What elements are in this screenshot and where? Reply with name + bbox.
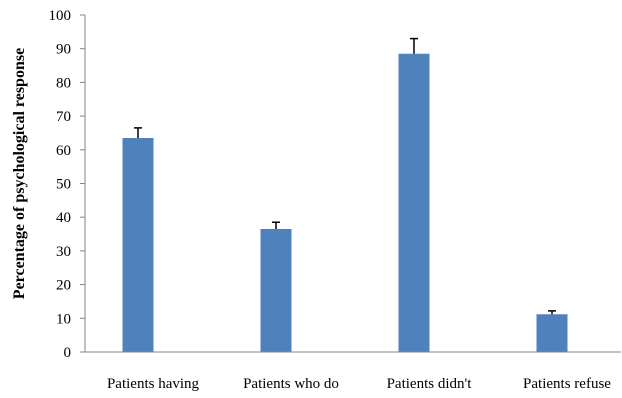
y-tick-label: 40 bbox=[56, 210, 71, 226]
y-tick-label: 50 bbox=[56, 177, 71, 193]
y-axis-title: Percentage of psychological response bbox=[11, 48, 28, 299]
x-tick-label: Patients having bbox=[107, 376, 200, 392]
y-tick-label: 10 bbox=[56, 311, 71, 327]
y-tick-label: 90 bbox=[56, 42, 71, 58]
x-tick-label: Patients who do bbox=[243, 376, 339, 392]
bars bbox=[122, 37, 568, 352]
y-axis-ticks: 0 10 20 30 40 50 60 70 80 90 100 bbox=[49, 8, 85, 361]
y-tick-label: 60 bbox=[56, 143, 71, 159]
y-tick-label: 100 bbox=[49, 8, 72, 24]
bar bbox=[260, 228, 292, 352]
x-tick-label: Patients didn't bbox=[387, 376, 473, 392]
bar bbox=[398, 53, 430, 352]
y-tick-label: 80 bbox=[56, 75, 71, 91]
y-tick-label: 70 bbox=[56, 109, 71, 125]
y-tick-label: 30 bbox=[56, 244, 71, 260]
x-tick-label: Patients refuse bbox=[523, 376, 611, 392]
y-tick-label: 0 bbox=[64, 345, 72, 361]
bar bbox=[536, 314, 568, 352]
x-axis-labels: Patients having Patients who do Patients d… bbox=[107, 376, 611, 392]
y-tick-label: 20 bbox=[56, 278, 71, 294]
bar bbox=[122, 138, 154, 352]
